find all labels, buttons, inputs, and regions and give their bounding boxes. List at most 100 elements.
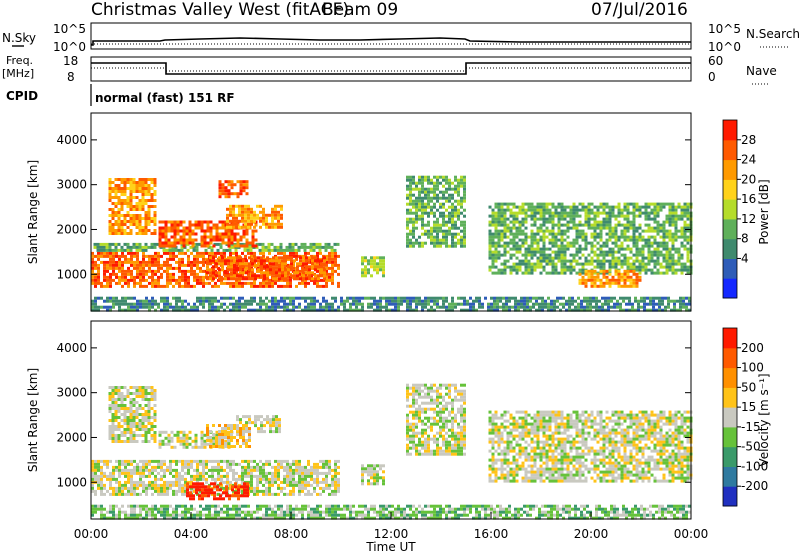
range-cell bbox=[258, 248, 262, 252]
range-cell bbox=[178, 263, 181, 267]
range-cell bbox=[248, 262, 251, 266]
range-cell bbox=[337, 305, 340, 309]
range-cell bbox=[509, 271, 513, 275]
range-cell bbox=[469, 305, 472, 309]
range-cell bbox=[312, 245, 316, 249]
range-cell bbox=[114, 196, 118, 199]
range-cell bbox=[218, 259, 221, 263]
range-cell bbox=[286, 480, 289, 484]
range-cell bbox=[635, 281, 639, 285]
range-cell bbox=[132, 214, 136, 217]
range-cell bbox=[311, 277, 314, 281]
range-cell bbox=[652, 296, 655, 300]
range-cell bbox=[424, 299, 427, 303]
range-cell bbox=[421, 302, 424, 306]
range-cell bbox=[100, 477, 103, 481]
range-cell bbox=[641, 262, 645, 266]
range-cell bbox=[235, 225, 238, 229]
range-cell bbox=[512, 211, 516, 215]
range-cell bbox=[409, 217, 412, 221]
range-cell bbox=[166, 302, 169, 306]
range-cell bbox=[202, 468, 205, 472]
range-cell bbox=[521, 211, 525, 215]
range-cell bbox=[575, 259, 579, 263]
range-cell bbox=[112, 492, 115, 496]
range-cell bbox=[124, 254, 127, 258]
range-cell bbox=[409, 193, 412, 197]
range-cell bbox=[641, 205, 645, 209]
range-cell bbox=[686, 247, 690, 251]
range-cell bbox=[167, 244, 171, 248]
range-cell bbox=[129, 248, 133, 252]
range-cell bbox=[154, 474, 157, 478]
range-cell bbox=[268, 486, 271, 490]
range-cell bbox=[457, 193, 460, 197]
range-cell bbox=[308, 271, 311, 275]
range-cell bbox=[141, 229, 145, 232]
range-cell bbox=[154, 486, 157, 490]
range-cell bbox=[454, 178, 457, 182]
range-cell bbox=[173, 241, 177, 245]
range-cell bbox=[100, 281, 103, 285]
range-cell bbox=[136, 281, 139, 285]
range-cell bbox=[463, 299, 466, 303]
range-cell bbox=[161, 244, 165, 248]
range-cell bbox=[530, 268, 534, 272]
range-cell bbox=[566, 229, 570, 233]
range-cell bbox=[224, 274, 227, 278]
range-cell bbox=[521, 271, 525, 275]
range-cell bbox=[539, 271, 543, 275]
range-cell bbox=[250, 465, 253, 469]
range-cell bbox=[608, 211, 612, 215]
range-cell bbox=[259, 219, 262, 223]
range-cell bbox=[304, 483, 307, 487]
range-cell bbox=[617, 244, 621, 248]
range-cell bbox=[334, 471, 337, 475]
range-cell bbox=[235, 471, 238, 475]
range-cell bbox=[320, 274, 323, 278]
range-cell bbox=[572, 253, 576, 257]
range-cell bbox=[114, 220, 118, 223]
range-cell bbox=[206, 268, 209, 272]
range-cell bbox=[533, 265, 537, 269]
range-cell bbox=[124, 492, 127, 496]
range-cell bbox=[184, 492, 187, 496]
range-cell bbox=[211, 477, 214, 481]
range-cell bbox=[196, 281, 199, 285]
range-cell bbox=[686, 223, 690, 227]
range-cell bbox=[325, 471, 328, 475]
range-cell bbox=[138, 181, 142, 184]
range-cell bbox=[415, 217, 418, 221]
range-cell bbox=[334, 477, 337, 481]
range-cell bbox=[328, 251, 331, 255]
range-cell bbox=[466, 302, 469, 306]
range-cell bbox=[139, 284, 142, 288]
range-cell bbox=[181, 263, 184, 267]
range-cell bbox=[376, 265, 379, 269]
range-cell bbox=[668, 265, 672, 269]
range-cell bbox=[409, 202, 412, 206]
range-cell bbox=[154, 465, 157, 469]
range-cell bbox=[599, 253, 603, 257]
range-cell bbox=[563, 214, 567, 218]
range-cell bbox=[166, 480, 169, 484]
range-cell bbox=[230, 271, 233, 275]
range-cell bbox=[491, 235, 495, 239]
range-cell bbox=[139, 477, 142, 481]
range-cell bbox=[605, 220, 609, 224]
range-cell bbox=[181, 468, 184, 472]
range-cell bbox=[308, 277, 311, 281]
range-cell bbox=[325, 260, 328, 264]
range-cell bbox=[682, 302, 685, 306]
range-cell bbox=[142, 263, 145, 267]
range-cell bbox=[158, 235, 162, 239]
range-cell bbox=[227, 268, 230, 272]
range-cell bbox=[475, 299, 478, 303]
range-cell bbox=[220, 251, 223, 255]
range-cell bbox=[457, 187, 460, 191]
range-cell bbox=[611, 214, 615, 218]
range-cell bbox=[647, 223, 651, 227]
range-cell bbox=[293, 277, 296, 281]
range-cell bbox=[253, 216, 256, 220]
range-cell bbox=[674, 235, 678, 239]
